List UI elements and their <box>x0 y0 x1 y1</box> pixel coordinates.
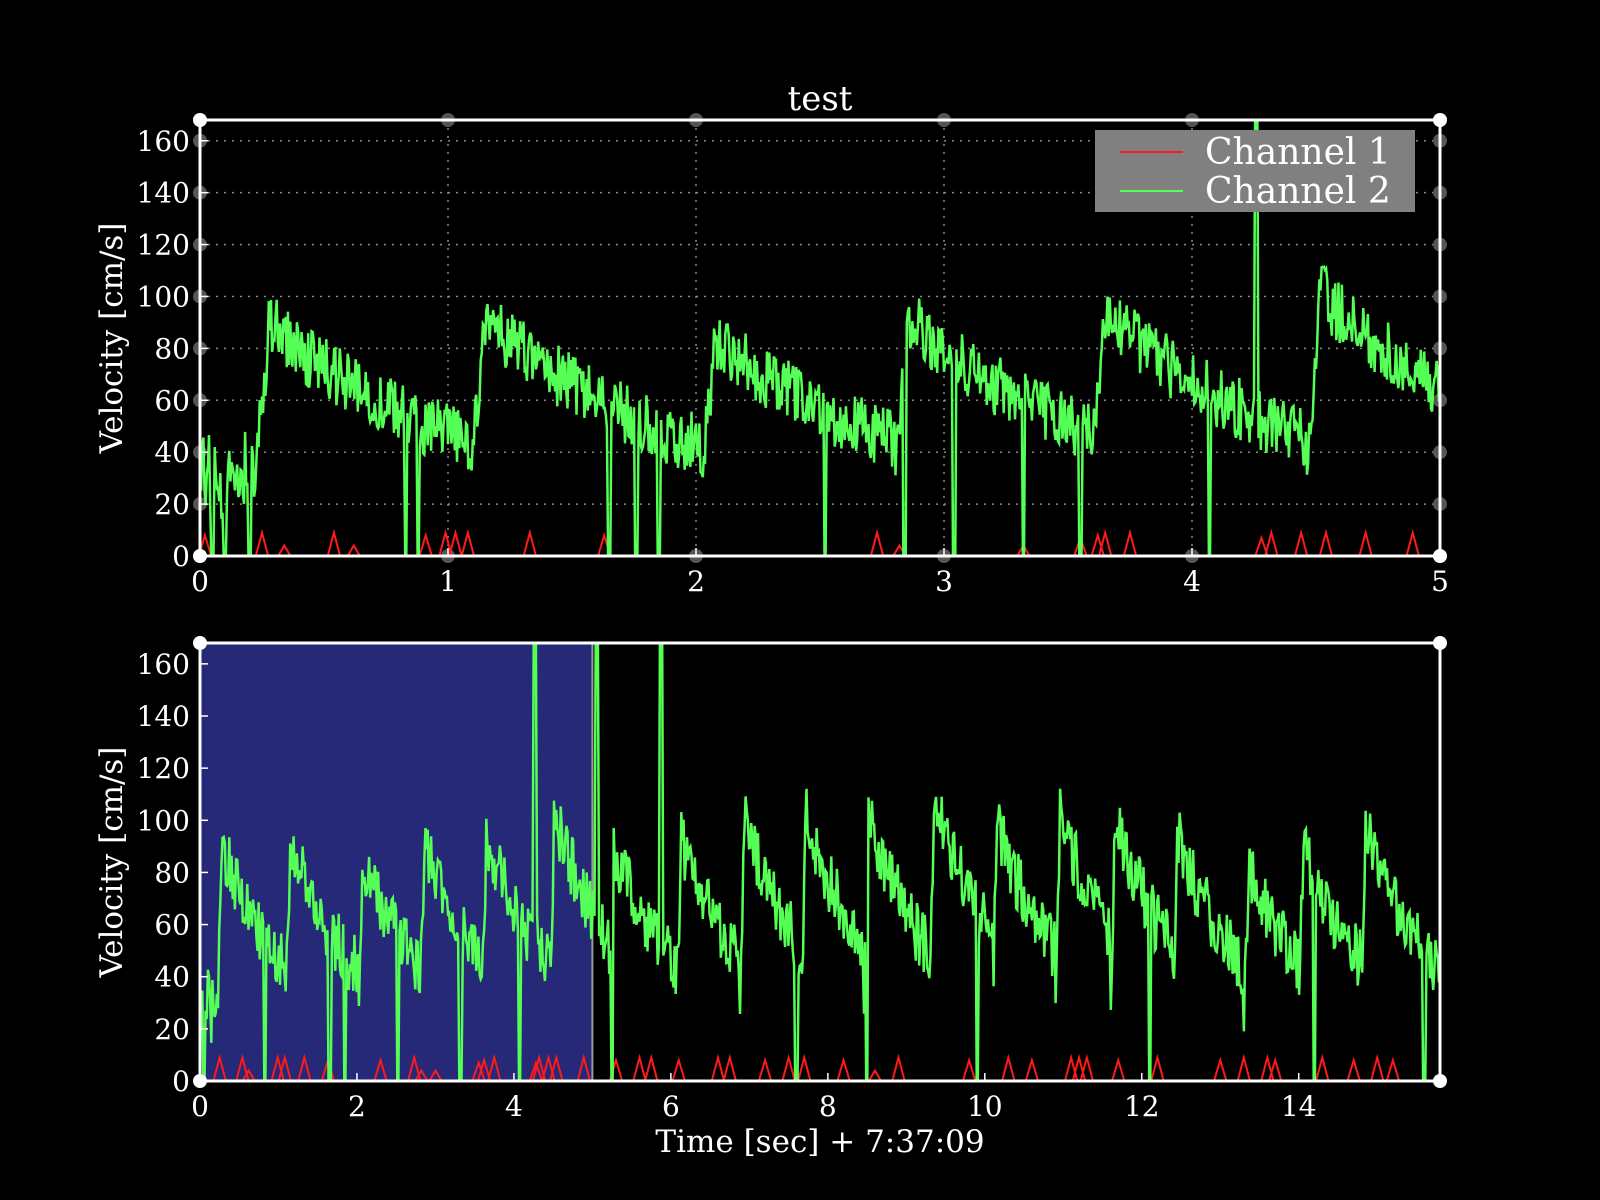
top-plot-frame <box>198 118 1442 558</box>
x-tick-label: 0 <box>191 1090 209 1123</box>
corner-handle[interactable] <box>1433 636 1447 650</box>
y-tick-label: 40 <box>154 961 190 994</box>
top-plot-title: test <box>788 79 853 119</box>
channel-1-trace <box>212 1053 1401 1082</box>
y-tick-label: 140 <box>137 700 190 733</box>
y-tick-label: 120 <box>137 229 190 262</box>
x-tick-label: 10 <box>967 1090 1003 1123</box>
x-tick-label: 2 <box>348 1090 366 1123</box>
y-tick-label: 100 <box>137 804 190 837</box>
y-tick-label: 80 <box>154 332 190 365</box>
y-tick-label: 0 <box>172 1065 190 1098</box>
x-tick-label: 4 <box>1183 565 1201 598</box>
corner-handle[interactable] <box>1433 549 1447 563</box>
x-tick-label: 0 <box>191 565 209 598</box>
channel-2-trace <box>198 641 1442 1083</box>
top-plot: 0 1 2 3 4 5 0 20 40 60 80 100 120 140 160 test Velocit… <box>94 79 1449 598</box>
channel-1-trace <box>197 528 1420 557</box>
x-tick-label: 8 <box>819 1090 837 1123</box>
x-tick-label: 5 <box>1431 565 1449 598</box>
corner-handle[interactable] <box>1433 113 1447 127</box>
x-tick-label: 4 <box>505 1090 523 1123</box>
legend-label-channel-2: Channel 2 <box>1205 171 1391 212</box>
x-tick-label: 6 <box>662 1090 680 1123</box>
x-tick-label: 1 <box>439 565 457 598</box>
x-tick-label: 3 <box>935 565 953 598</box>
y-tick-label: 120 <box>137 752 190 785</box>
corner-handle[interactable] <box>193 549 207 563</box>
bottom-plot-frame <box>198 641 1442 1083</box>
y-tick-label: 160 <box>137 125 190 158</box>
corner-handle[interactable] <box>193 1074 207 1088</box>
y-tick-label: 0 <box>172 540 190 573</box>
bottom-plot-ylabel: Velocity [cm/s] <box>94 747 130 979</box>
x-tick-label: 2 <box>687 565 705 598</box>
legend-label-channel-1: Channel 1 <box>1205 132 1391 173</box>
corner-handle[interactable] <box>193 636 207 650</box>
y-tick-label: 140 <box>137 177 190 210</box>
y-tick-label: 80 <box>154 856 190 889</box>
y-tick-label: 100 <box>137 280 190 313</box>
top-plot-ylabel: Velocity [cm/s] <box>94 223 130 455</box>
y-tick-label: 60 <box>154 384 190 417</box>
channel-2-trace <box>198 118 1442 558</box>
y-tick-label: 40 <box>154 436 190 469</box>
y-tick-label: 20 <box>154 1013 190 1046</box>
corner-handle[interactable] <box>193 113 207 127</box>
y-tick-label: 60 <box>154 909 190 942</box>
bottom-plot-xlabel: Time [sec] + 7:37:09 <box>655 1124 984 1160</box>
x-tick-label: 14 <box>1281 1090 1317 1123</box>
corner-handle[interactable] <box>1433 1074 1447 1088</box>
legend-box <box>1095 130 1415 212</box>
y-tick-label: 20 <box>154 488 190 521</box>
legend: Channel 1 Channel 2 <box>1095 130 1415 212</box>
x-tick-label: 12 <box>1124 1090 1160 1123</box>
y-tick-label: 160 <box>137 648 190 681</box>
